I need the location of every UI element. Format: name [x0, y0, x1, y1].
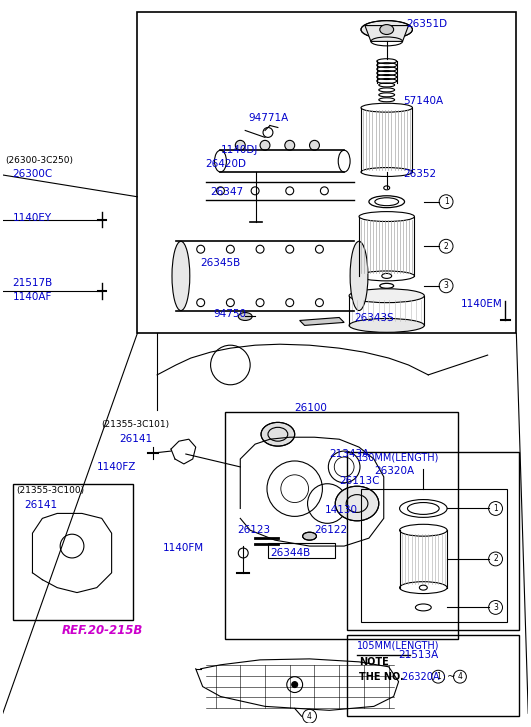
Text: 94750: 94750 — [213, 308, 246, 318]
Text: 26141: 26141 — [119, 434, 153, 444]
Text: 26123: 26123 — [237, 525, 270, 535]
Text: 1: 1 — [444, 197, 449, 206]
Text: 94771A: 94771A — [248, 113, 288, 123]
Ellipse shape — [238, 313, 252, 321]
Ellipse shape — [349, 289, 424, 302]
Ellipse shape — [260, 140, 270, 150]
Text: 26345B: 26345B — [201, 258, 241, 268]
Text: 26347: 26347 — [211, 187, 244, 197]
Text: 26141: 26141 — [24, 499, 58, 510]
Circle shape — [292, 682, 298, 688]
Text: 14130: 14130 — [324, 505, 357, 515]
Text: 21513A: 21513A — [399, 650, 439, 660]
Text: 26420D: 26420D — [205, 159, 246, 169]
Text: 26300C: 26300C — [13, 169, 53, 179]
Ellipse shape — [172, 241, 190, 310]
Text: 1140DJ: 1140DJ — [220, 145, 258, 156]
Ellipse shape — [361, 20, 413, 39]
Text: 1140EM: 1140EM — [461, 299, 503, 309]
Text: 4: 4 — [307, 712, 312, 720]
Text: 26352: 26352 — [404, 169, 436, 179]
Text: (21355-3C101): (21355-3C101) — [102, 420, 170, 429]
Polygon shape — [365, 25, 408, 41]
Text: NOTE: NOTE — [359, 657, 389, 667]
Text: REF.20-215B: REF.20-215B — [62, 624, 143, 637]
Text: 57140A: 57140A — [404, 96, 444, 105]
Ellipse shape — [349, 318, 424, 332]
Text: 1140FZ: 1140FZ — [97, 462, 136, 472]
Polygon shape — [299, 318, 344, 326]
Text: 1140AF: 1140AF — [13, 292, 52, 302]
Text: 26320A :: 26320A : — [401, 672, 446, 682]
Ellipse shape — [235, 140, 245, 150]
Text: 2: 2 — [444, 242, 449, 251]
Text: 26343S: 26343S — [354, 313, 394, 324]
Ellipse shape — [335, 486, 379, 521]
Text: 1: 1 — [436, 672, 441, 681]
Ellipse shape — [285, 140, 295, 150]
Text: ~: ~ — [447, 672, 456, 682]
Text: (21355-3C100): (21355-3C100) — [16, 486, 85, 495]
Text: 21517B: 21517B — [13, 278, 53, 288]
Ellipse shape — [261, 422, 295, 446]
Text: 26113C: 26113C — [339, 475, 380, 486]
Text: 3: 3 — [444, 281, 449, 290]
Ellipse shape — [310, 140, 320, 150]
Text: 26320A: 26320A — [374, 466, 414, 476]
Ellipse shape — [350, 241, 368, 310]
Text: THE NO.: THE NO. — [359, 672, 404, 682]
Text: 21343A: 21343A — [329, 449, 370, 459]
Text: 3: 3 — [493, 603, 498, 612]
Text: 26122: 26122 — [314, 525, 348, 535]
Text: 1140EY: 1140EY — [13, 212, 52, 222]
Text: 26351D: 26351D — [407, 19, 448, 28]
Text: (26300-3C250): (26300-3C250) — [5, 156, 73, 164]
Ellipse shape — [380, 25, 393, 34]
Text: 105MM(LENGTH): 105MM(LENGTH) — [357, 640, 440, 650]
Ellipse shape — [303, 532, 316, 540]
Text: 26100: 26100 — [295, 403, 328, 412]
Text: 1140FM: 1140FM — [163, 543, 204, 553]
Text: 130MM(LENGTH): 130MM(LENGTH) — [357, 452, 440, 462]
Text: 2: 2 — [493, 555, 498, 563]
Text: 4: 4 — [458, 672, 463, 681]
Text: 26344B: 26344B — [270, 548, 310, 558]
Text: 1: 1 — [493, 504, 498, 513]
